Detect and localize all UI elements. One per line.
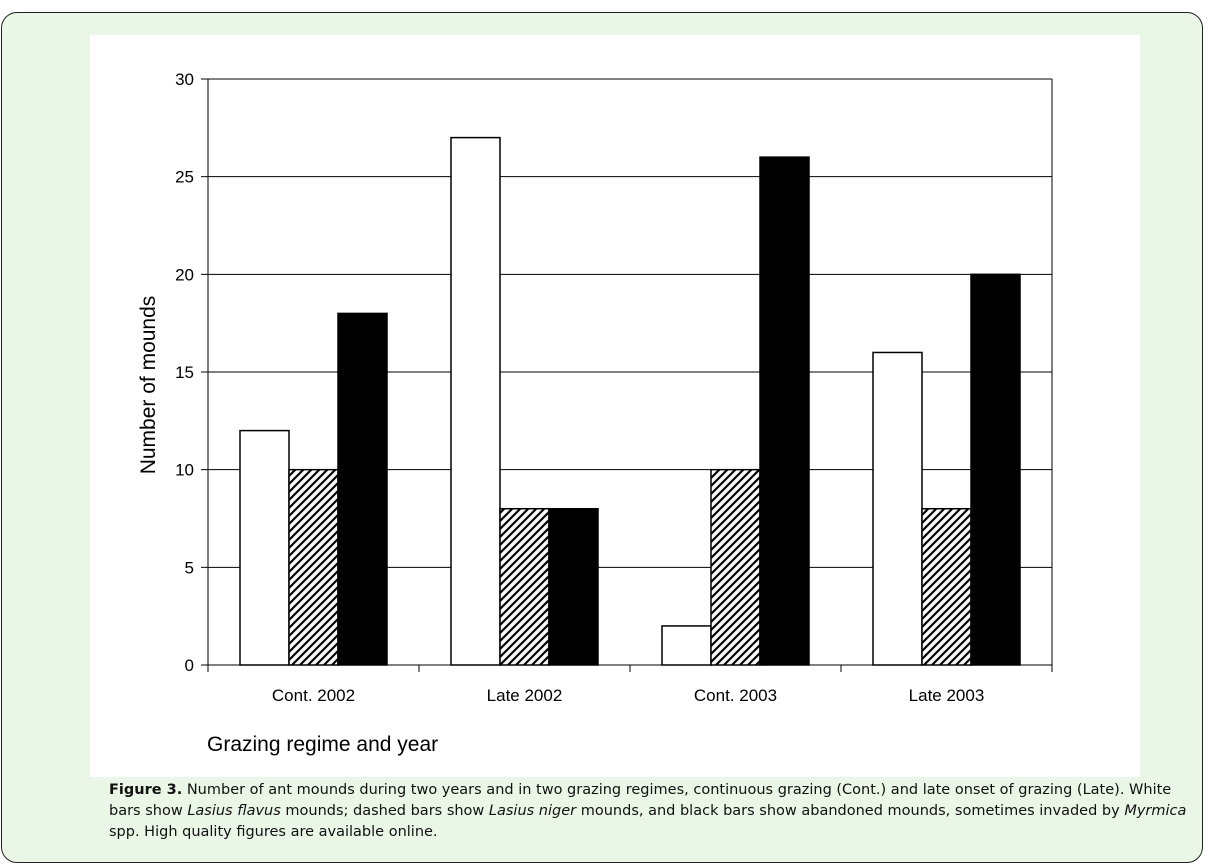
caption-text: Number of ant mounds during two years an…: [109, 782, 1186, 840]
bar: [921, 507, 972, 666]
caption-italic-term: Lasius niger: [488, 803, 577, 819]
x-tick-label: Late 2002: [487, 686, 563, 705]
y-tick-label: 25: [175, 168, 194, 187]
y-tick-label: 5: [185, 558, 194, 577]
axes: [201, 78, 1053, 672]
bars: [239, 136, 1021, 666]
y-axis-title: Number of mounds: [137, 296, 160, 475]
tick-labels: 0 5 10 15 20 25 30 Cont. 2002 Late 2002 Cont. 200…: [175, 70, 984, 705]
y-tick-label: 15: [175, 363, 194, 382]
bar: [239, 429, 290, 666]
x-tick-label: Late 2003: [909, 686, 985, 705]
bar: [548, 507, 599, 666]
x-tick-label: Cont. 2002: [272, 686, 355, 705]
caption-segment: mounds, and black bars show abandoned mo…: [576, 803, 1125, 819]
x-tick-label: Cont. 2003: [694, 686, 777, 705]
bar: [872, 351, 923, 666]
caption-segment: spp. High quality figures are available …: [109, 824, 438, 840]
y-tick-label: 30: [175, 70, 194, 89]
y-tick-label: 10: [175, 461, 194, 480]
bar: [499, 507, 550, 666]
bar: [337, 312, 388, 666]
figure-frame: 0 5 10 15 20 25 30 Cont. 2002 Late 2002 Cont. 200…: [1, 12, 1203, 863]
caption-italic-term: Lasius flavus: [187, 803, 281, 819]
bar: [710, 468, 761, 666]
x-axis-title: Grazing regime and year: [207, 733, 438, 756]
bar: [970, 273, 1021, 666]
bar: [450, 136, 501, 666]
bar: [661, 625, 712, 666]
figure-label: Figure 3.: [109, 782, 183, 798]
y-tick-label: 20: [175, 265, 194, 284]
bar: [759, 156, 810, 666]
caption-segment: Number of ant mounds during two years an…: [109, 782, 1172, 819]
figure-caption: Figure 3. Number of ant mounds during tw…: [109, 780, 1204, 843]
y-tick-label: 0: [185, 656, 194, 675]
bar: [288, 468, 339, 666]
plot-panel: 0 5 10 15 20 25 30 Cont. 2002 Late 2002 Cont. 200…: [90, 35, 1140, 777]
caption-italic-term: Myrmica: [1124, 803, 1187, 819]
caption-segment: mounds; dashed bars show: [280, 803, 489, 819]
bar-chart: 0 5 10 15 20 25 30 Cont. 2002 Late 2002 Cont. 200…: [137, 70, 1053, 756]
